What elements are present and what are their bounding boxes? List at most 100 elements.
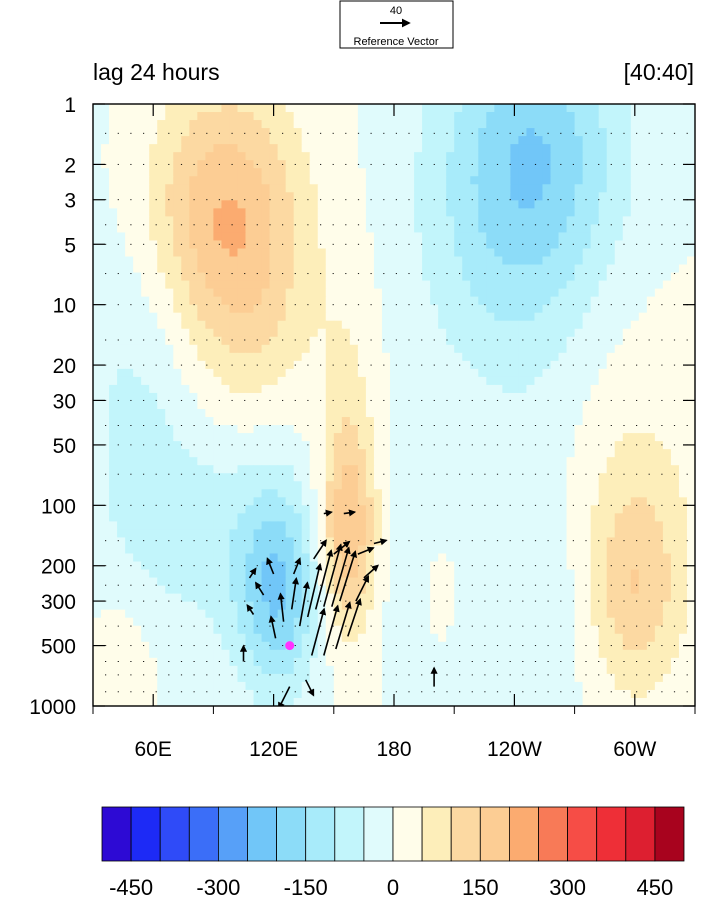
anomaly-cell — [414, 425, 423, 434]
anomaly-cell — [325, 529, 335, 539]
anomaly-cell — [269, 320, 279, 330]
anomaly-cell — [630, 328, 640, 338]
anomaly-cell — [349, 376, 359, 386]
anomaly-cell — [141, 136, 150, 145]
anomaly-cell — [686, 625, 695, 635]
anomaly-cell — [590, 433, 600, 442]
anomaly-cell — [662, 392, 672, 402]
anomaly-cell — [494, 128, 503, 137]
anomaly-cell — [237, 128, 247, 137]
anomaly-cell — [245, 136, 255, 145]
anomaly-cell — [470, 617, 479, 627]
anomaly-cell — [101, 545, 110, 555]
anomaly-cell — [237, 625, 247, 635]
anomaly-cell — [686, 184, 695, 193]
anomaly-cell — [349, 248, 359, 258]
anomaly-cell — [638, 465, 648, 474]
anomaly-cell — [510, 112, 520, 121]
anomaly-cell — [117, 505, 126, 514]
anomaly-cell — [149, 128, 158, 137]
anomaly-cell — [686, 425, 695, 434]
anomaly-cell — [678, 216, 688, 225]
anomaly-cell — [582, 545, 592, 555]
anomaly-cell — [462, 264, 471, 274]
anomaly-cell — [293, 417, 303, 426]
anomaly-cell — [173, 312, 182, 322]
anomaly-cell — [341, 473, 351, 482]
anomaly-cell — [365, 264, 375, 274]
anomaly-cell — [181, 400, 190, 410]
anomaly-cell — [237, 400, 247, 410]
anomaly-cell — [285, 409, 295, 418]
anomaly-cell — [285, 441, 295, 450]
anomaly-cell — [542, 376, 552, 386]
anomaly-cell — [542, 256, 552, 266]
anomaly-cell — [381, 136, 391, 145]
anomaly-cell — [101, 352, 110, 362]
anomaly-cell — [245, 352, 255, 362]
anomaly-cell — [117, 521, 126, 531]
anomaly-cell — [285, 625, 295, 635]
anomaly-cell — [510, 537, 520, 547]
anomaly-cell — [686, 417, 695, 426]
anomaly-cell — [518, 545, 528, 555]
anomaly-cell — [197, 561, 206, 571]
anomaly-cell — [486, 417, 495, 426]
anomaly-cell — [133, 601, 142, 611]
anomaly-cell — [189, 489, 198, 498]
anomaly-cell — [398, 360, 407, 370]
reference-vector-frame — [339, 0, 454, 49]
anomaly-cell — [357, 425, 367, 434]
anomaly-cell — [622, 184, 632, 193]
anomaly-cell — [165, 441, 174, 450]
anomaly-cell — [285, 633, 295, 643]
anomaly-cell — [510, 400, 520, 410]
anomaly-cell — [542, 328, 552, 338]
anomaly-cell — [534, 360, 544, 370]
anomaly-cell — [502, 400, 511, 410]
anomaly-cell — [566, 208, 576, 217]
anomaly-cell — [229, 609, 239, 619]
anomaly-cell — [293, 409, 303, 418]
anomaly-cell — [646, 609, 656, 619]
anomaly-cell — [365, 400, 375, 410]
anomaly-cell — [229, 232, 239, 242]
anomaly-cell — [486, 577, 495, 587]
anomaly-cell — [526, 176, 536, 185]
anomaly-cell — [582, 264, 592, 274]
anomaly-cell — [213, 513, 223, 522]
anomaly-cell — [173, 529, 182, 539]
anomaly-cell — [582, 376, 592, 386]
anomaly-cell — [269, 136, 279, 145]
anomaly-cell — [189, 481, 198, 490]
anomaly-cell — [606, 513, 616, 522]
anomaly-cell — [646, 601, 656, 611]
anomaly-cell — [574, 521, 584, 531]
anomaly-cell — [438, 176, 447, 185]
anomaly-cell — [237, 240, 247, 250]
anomaly-cell — [205, 457, 214, 466]
anomaly-cell — [333, 505, 343, 514]
anomaly-cell — [125, 433, 134, 442]
anomaly-cell — [494, 216, 503, 225]
anomaly-cell — [406, 513, 415, 522]
anomaly-cell — [582, 184, 592, 193]
anomaly-cell — [614, 328, 624, 338]
anomaly-cell — [590, 296, 600, 306]
anomaly-cell — [590, 200, 600, 209]
anomaly-cell — [253, 216, 263, 225]
anomaly-cell — [534, 320, 544, 330]
anomaly-cell — [686, 288, 695, 298]
anomaly-cell — [686, 136, 695, 145]
anomaly-cell — [317, 232, 327, 242]
anomaly-cell — [133, 505, 142, 514]
anomaly-cell — [566, 280, 576, 290]
anomaly-cell — [245, 376, 255, 386]
anomaly-cell — [526, 104, 536, 113]
anomaly-cell — [654, 328, 664, 338]
anomaly-cell — [598, 272, 608, 282]
anomaly-cell — [526, 577, 536, 587]
anomaly-cell — [221, 104, 231, 113]
anomaly-cell — [141, 304, 150, 314]
anomaly-cell — [598, 168, 608, 177]
